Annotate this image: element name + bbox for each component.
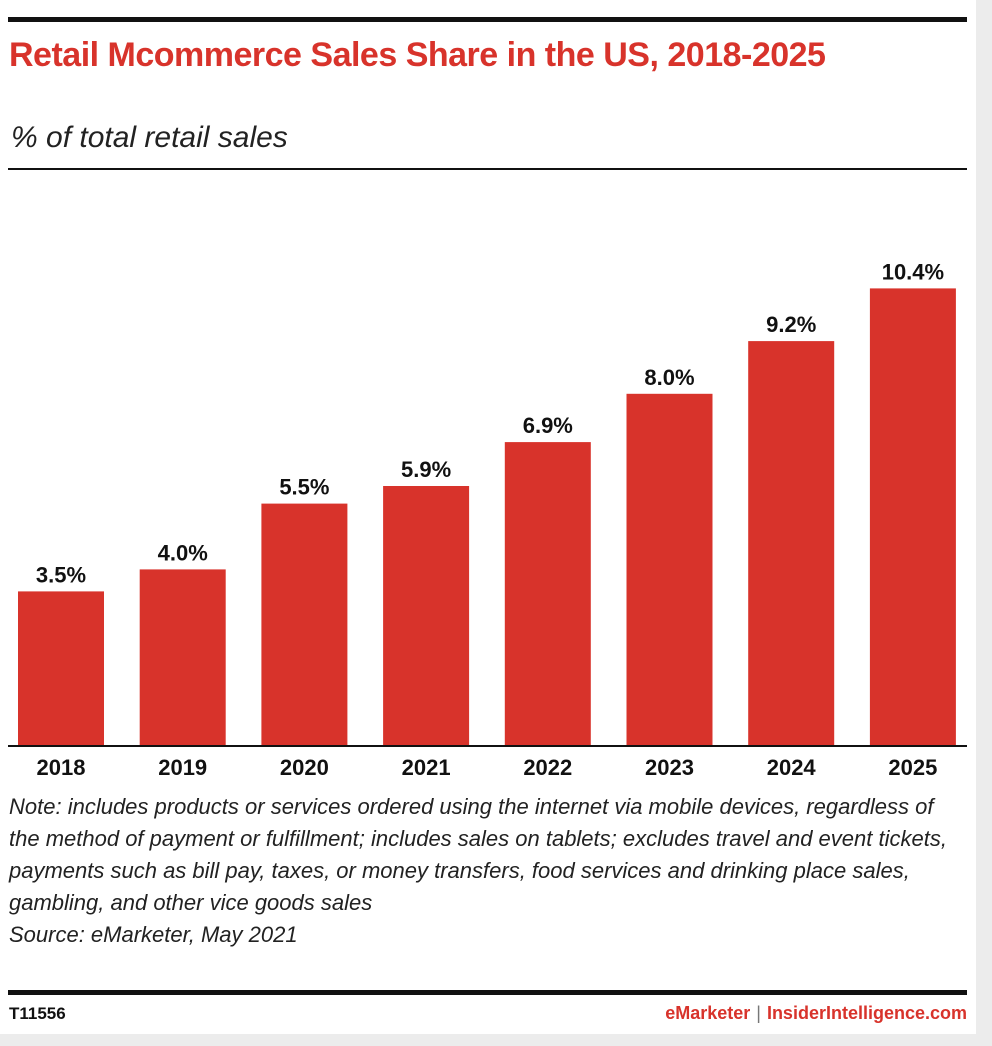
bar-chart-svg: 3.5% 2018 4.0% 2019 5.5% 2020 5.9% 2021 6.9% 2022… <box>8 259 967 780</box>
data-label-2025: 10.4% <box>882 259 944 284</box>
data-label-2020: 5.5% <box>279 475 329 500</box>
bar-2025 <box>869 288 956 745</box>
data-label-2022: 6.9% <box>523 413 573 438</box>
data-label-2018: 3.5% <box>36 562 86 587</box>
x-tick-label-2018: 2018 <box>37 755 86 780</box>
brand-name: eMarketer <box>665 1003 751 1023</box>
data-label-2021: 5.9% <box>401 457 451 482</box>
bar-chart: 3.5% 2018 4.0% 2019 5.5% 2020 5.9% 2021 6.9% 2022… <box>0 180 976 790</box>
x-tick-label-2021: 2021 <box>402 755 451 780</box>
chart-notes: Note: includes products or services orde… <box>9 791 969 951</box>
data-label-2023: 8.0% <box>644 365 694 390</box>
chart-title: Retail Mcommerce Sales Share in the US, … <box>9 36 826 74</box>
x-tick-label-2023: 2023 <box>645 755 694 780</box>
note-text: Note: includes products or services orde… <box>9 794 947 915</box>
top-rule <box>8 17 967 22</box>
data-label-2019: 4.0% <box>158 540 208 565</box>
bar-2024 <box>748 341 835 745</box>
bar-2020 <box>261 503 348 745</box>
source-text: Source: eMarketer, May 2021 <box>9 922 298 947</box>
chart-subtitle: % of total retail sales <box>11 121 288 154</box>
brand-footer: eMarketer | InsiderIntelligence.com <box>665 1003 967 1024</box>
bar-2023 <box>626 393 713 745</box>
x-tick-label-2022: 2022 <box>523 755 572 780</box>
brand-separator: | <box>756 1003 761 1023</box>
bar-2022 <box>504 442 591 745</box>
page-gutter-right <box>976 0 992 1046</box>
brand-partner-link[interactable]: InsiderIntelligence.com <box>766 1003 967 1023</box>
bar-2019 <box>139 569 226 745</box>
subtitle-rule <box>8 168 967 170</box>
chart-id: T11556 <box>9 1004 66 1023</box>
page-gutter-bottom <box>0 1034 992 1046</box>
x-tick-label-2019: 2019 <box>158 755 207 780</box>
data-label-2024: 9.2% <box>766 312 816 337</box>
bar-2021 <box>383 486 470 745</box>
bar-2018 <box>18 591 104 746</box>
x-tick-label-2024: 2024 <box>767 755 817 780</box>
footer-rule <box>8 990 967 995</box>
x-tick-label-2025: 2025 <box>888 755 937 780</box>
x-tick-label-2020: 2020 <box>280 755 329 780</box>
